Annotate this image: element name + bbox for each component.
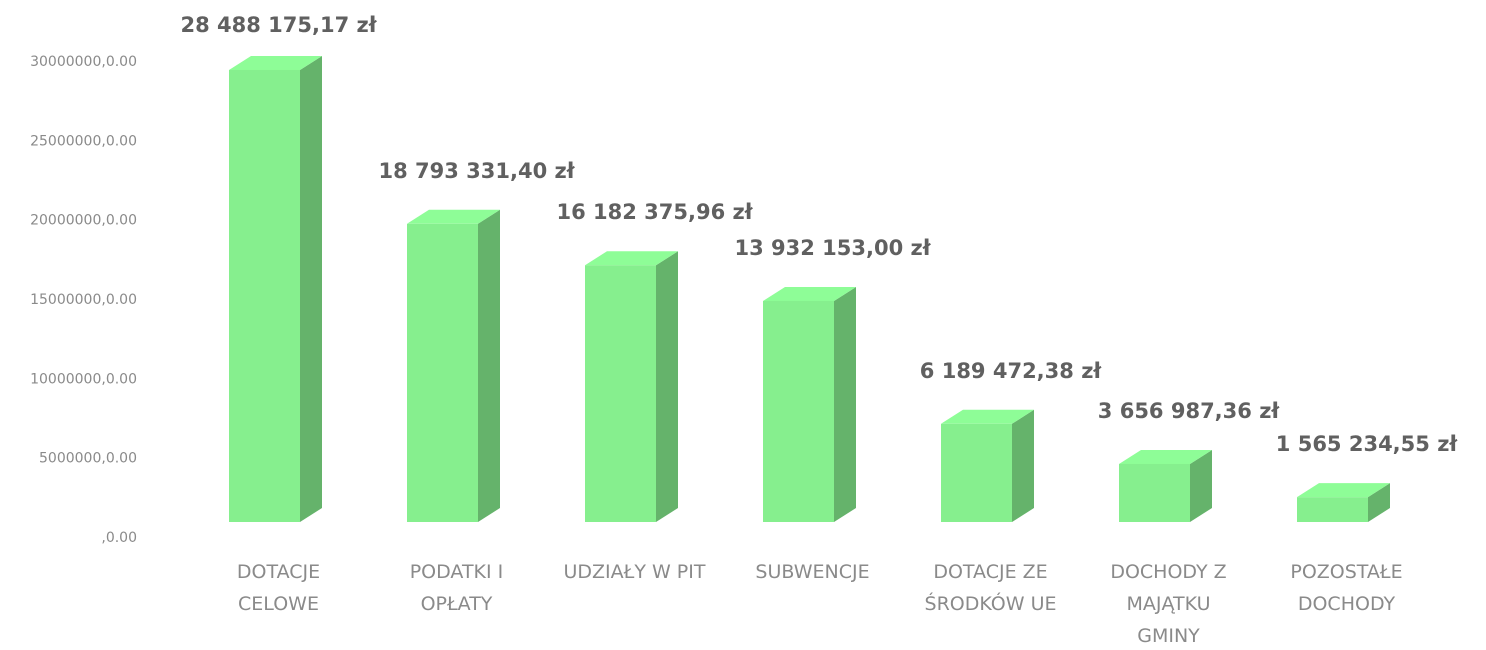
x-tick-label: DOTACJE CELOWE [236,561,321,615]
x-tick-label: UDZIAŁY W PIT [563,561,706,583]
bar-front [941,423,1012,522]
x-tick-label: SUBWENCJE [755,561,870,583]
bar-side [834,286,856,522]
value-label: 18 793 331,40 zł [378,159,575,183]
bar-side [1012,409,1034,522]
bar-front [585,265,656,522]
x-tick-label: PODATKI I OPŁATY [409,561,504,615]
y-tick-label: 10000000,0.00 [30,371,137,387]
x-tick-label: DOTACJE ZE ŚRODKÓW UE [924,561,1057,615]
bar-top [763,286,856,301]
y-tick-label: 30000000,0.00 [30,54,137,70]
bar [585,251,678,523]
x-tick-label: DOCHODY Z MAJĄTKU GMINY [1110,561,1227,647]
bar-top [941,409,1034,424]
value-label: 16 182 375,96 zł [556,200,753,224]
bar [229,55,322,523]
bar-front [229,69,300,523]
bar-top [585,251,678,266]
value-label: 28 488 175,17 zł [180,13,377,37]
bar-front [763,300,834,522]
y-tick-label: ,0.00 [101,530,137,546]
bar-top [229,55,322,70]
y-tick-label: 5000000,0.00 [39,451,137,467]
bar-top [1119,449,1212,464]
bar-side [300,55,322,523]
value-label: 3 656 987,36 zł [1098,399,1281,423]
bar-front [407,223,478,522]
bar [1119,449,1212,522]
bar-side [1368,483,1390,522]
bar [407,209,500,522]
bar-side [478,209,500,522]
value-label: 13 932 153,00 zł [734,236,931,260]
bar [763,286,856,522]
bar-top [1297,483,1390,498]
bar-side [656,251,678,523]
x-tick-label: POZOSTAŁE DOCHODY [1290,561,1403,615]
bar-top [407,209,500,224]
bar [941,409,1034,522]
bar-front [1297,497,1368,522]
bar [1297,483,1390,522]
y-tick-label: 15000000,0.00 [30,292,137,308]
value-label: 6 189 472,38 zł [920,359,1103,383]
bar-front [1119,463,1190,522]
y-tick-label: 20000000,0.00 [30,213,137,229]
y-tick-label: 25000000,0.00 [30,133,137,149]
value-label: 1 565 234,55 zł [1276,432,1459,456]
bar-side [1190,449,1212,522]
